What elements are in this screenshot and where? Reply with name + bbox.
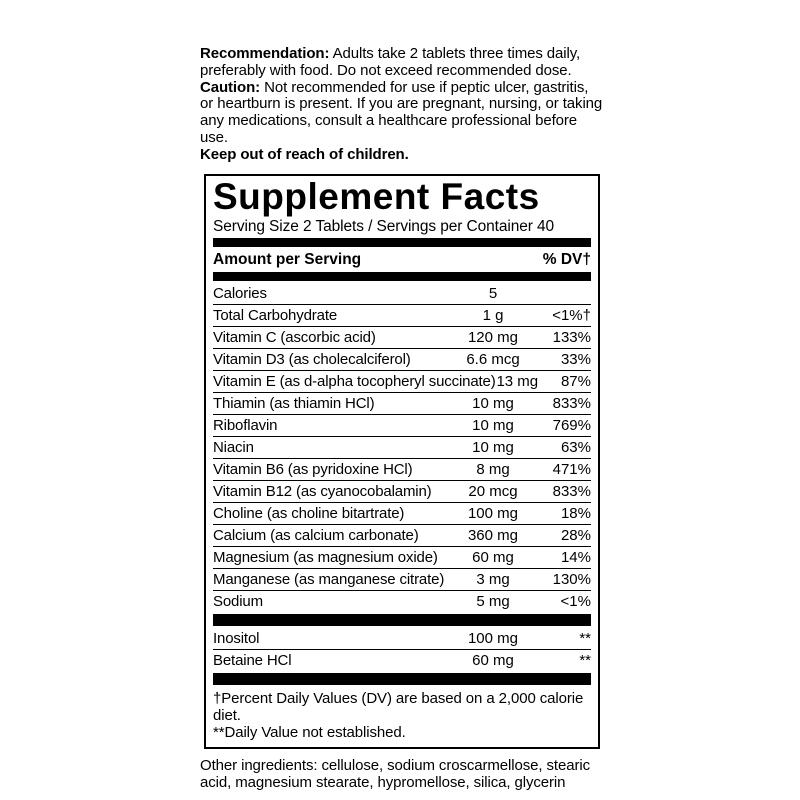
table-row: Calcium (as calcium carbonate) 360 mg 28… <box>213 525 591 547</box>
nutrient-amount: 3 mg <box>476 570 510 588</box>
table-row: Vitamin D3 (as cholecalciferol) 6.6 mcg … <box>213 349 591 371</box>
recommendation-text: Recommendation: Adults take 2 tablets th… <box>200 45 604 80</box>
panel-title: Supplement Facts <box>213 175 540 217</box>
nutrient-name: Vitamin D3 (as cholecalciferol) <box>213 350 411 368</box>
nutrient-amount: 360 mg <box>467 526 519 544</box>
table-row: Betaine HCl 60 mg ** <box>213 650 591 671</box>
table-row: Inositol 100 mg ** <box>213 628 591 650</box>
other-ingredients: Other ingredients: cellulose, sodium cro… <box>200 756 590 791</box>
nutrient-amount: 13 mg <box>496 372 539 390</box>
serving-size-line: Serving Size 2 Tablets / Servings per Co… <box>213 217 555 235</box>
nutrient-dv: 833% <box>552 394 591 412</box>
nutrient-dv: 471% <box>552 460 591 478</box>
column-header-row: Amount per Serving % DV† <box>213 249 591 270</box>
nutrient-dv: 28% <box>560 526 591 544</box>
table-row: Magnesium (as magnesium oxide) 60 mg 14% <box>213 547 591 569</box>
nutrient-name: Vitamin B6 (as pyridoxine HCl) <box>213 460 413 478</box>
percent-dv-header: % DV† <box>542 250 591 268</box>
nutrient-name: Calcium (as calcium carbonate) <box>213 526 419 544</box>
divider-bar <box>213 271 591 281</box>
nutrient-amount: 20 mcg <box>468 482 518 500</box>
table-row: Sodium 5 mg <1% <box>213 591 591 612</box>
usage-instructions: Recommendation: Adults take 2 tablets th… <box>200 45 604 164</box>
nutrient-dv: 833% <box>552 482 591 500</box>
nutrient-amount: 10 mg <box>472 394 514 412</box>
table-row: Vitamin B6 (as pyridoxine HCl) 8 mg 471% <box>213 459 591 481</box>
nutrient-dv: 87% <box>560 372 591 390</box>
nutrient-name: Sodium <box>213 592 263 610</box>
non-dv-rows: Inositol 100 mg ** Betaine HCl 60 mg ** <box>213 628 591 671</box>
table-row: Thiamin (as thiamin HCl) 10 mg 833% <box>213 393 591 415</box>
nutrient-dv: 133% <box>552 328 591 346</box>
divider-bar <box>213 237 591 247</box>
table-row: Riboflavin 10 mg 769% <box>213 415 591 437</box>
nutrient-amount: 1 g <box>482 306 504 324</box>
recommendation-label: Recommendation: <box>200 45 330 62</box>
nutrient-amount: 60 mg <box>472 651 514 669</box>
nutrient-dv: 130% <box>552 570 591 588</box>
supplement-facts-panel: Supplement Facts Serving Size 2 Tablets … <box>204 173 600 749</box>
nutrient-name: Manganese (as manganese citrate) <box>213 570 445 588</box>
nutrient-dv: ** <box>579 629 591 647</box>
nutrient-name: Riboflavin <box>213 416 278 434</box>
table-row: Choline (as choline bitartrate) 100 mg 1… <box>213 503 591 525</box>
table-row: Vitamin B12 (as cyanocobalamin) 20 mcg 8… <box>213 481 591 503</box>
footnotes: †Percent Daily Values (DV) are based on … <box>213 687 591 747</box>
nutrient-amount: 10 mg <box>472 416 514 434</box>
table-row: Calories 5 <box>213 283 591 305</box>
dv-footnote: †Percent Daily Values (DV) are based on … <box>213 689 584 724</box>
nutrient-amount: 5 <box>488 284 498 302</box>
caution-label: Caution: <box>200 78 261 96</box>
supplement-label: Recommendation: Adults take 2 tablets th… <box>200 45 604 791</box>
nutrient-name: Niacin <box>213 438 254 456</box>
amount-per-serving-header: Amount per Serving <box>213 250 362 268</box>
nutrient-amount: 8 mg <box>476 460 510 478</box>
nutrient-dv: 14% <box>560 548 591 566</box>
nutrient-amount: 100 mg <box>467 504 519 522</box>
nutrient-name: Choline (as choline bitartrate) <box>213 504 405 522</box>
nutrient-name: Magnesium (as magnesium oxide) <box>213 548 438 566</box>
nutrient-amount: 5 mg <box>476 592 510 610</box>
nutrient-name: Vitamin C (ascorbic acid) <box>213 328 376 346</box>
table-row: Vitamin E (as d-alpha tocopheryl succina… <box>213 371 591 393</box>
divider-bar <box>213 613 591 626</box>
nutrient-dv: 33% <box>560 350 591 368</box>
nutrient-name: Inositol <box>213 629 260 647</box>
nutrient-dv: 63% <box>560 438 591 456</box>
nutrient-amount: 120 mg <box>467 328 519 346</box>
keep-out-of-reach-warning: Keep out of reach of children. <box>200 145 409 163</box>
table-row: Manganese (as manganese citrate) 3 mg 13… <box>213 569 591 591</box>
divider-bar <box>213 672 591 685</box>
caution-body: Not recommended for use if peptic ulcer,… <box>200 78 603 146</box>
nutrient-name: Vitamin B12 (as cyanocobalamin) <box>213 482 432 500</box>
caution-text: Caution: Not recommended for use if pept… <box>200 78 604 147</box>
nutrient-dv: <1% <box>560 592 591 610</box>
nutrient-dv: 769% <box>552 416 591 434</box>
nutrient-rows: Calories 5 Total Carbohydrate 1 g <1%† V… <box>213 283 591 612</box>
nutrient-amount: 60 mg <box>472 548 514 566</box>
recommendation-body: Adults take 2 tablets three times daily,… <box>200 45 581 79</box>
table-row: Total Carbohydrate 1 g <1%† <box>213 305 591 327</box>
nutrient-dv: <1%† <box>552 306 591 324</box>
nutrient-amount: 100 mg <box>467 629 519 647</box>
table-row: Niacin 10 mg 63% <box>213 437 591 459</box>
nutrient-name: Total Carbohydrate <box>213 306 338 324</box>
nutrient-amount: 6.6 mcg <box>466 350 520 368</box>
nutrient-amount: 10 mg <box>472 438 514 456</box>
nutrient-name: Thiamin (as thiamin HCl) <box>213 394 375 412</box>
nutrient-dv: ** <box>579 651 591 669</box>
nutrient-name: Betaine HCl <box>213 651 292 669</box>
table-row: Vitamin C (ascorbic acid) 120 mg 133% <box>213 327 591 349</box>
not-established-footnote: **Daily Value not established. <box>213 723 406 741</box>
nutrient-name: Calories <box>213 284 267 302</box>
nutrient-name: Vitamin E (as d-alpha tocopheryl succina… <box>213 372 496 390</box>
nutrient-dv: 18% <box>560 504 591 522</box>
